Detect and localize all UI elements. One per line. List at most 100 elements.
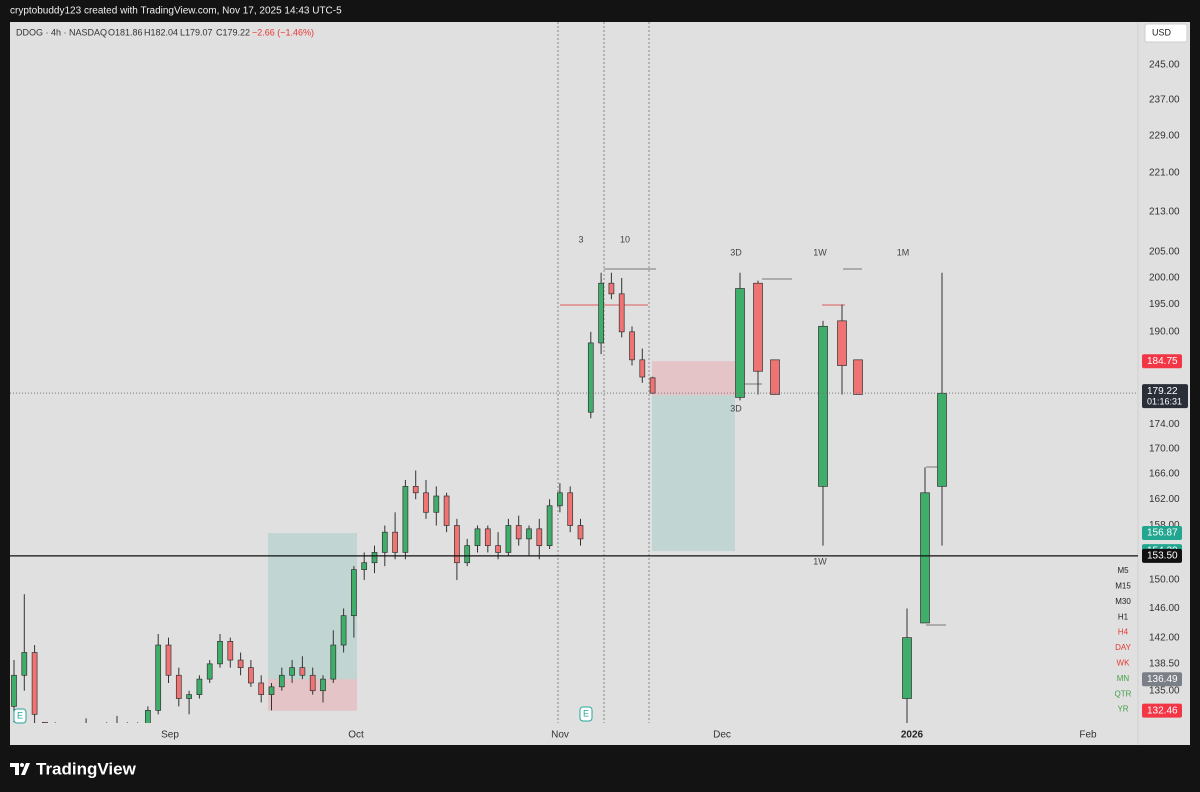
candle-body <box>837 320 847 366</box>
candle-body <box>175 674 182 699</box>
candle-body <box>515 525 522 540</box>
y-tick-label: 138.50 <box>1149 658 1180 669</box>
candle-body <box>577 525 584 540</box>
annotation: E <box>583 708 589 718</box>
candle-body <box>258 682 265 695</box>
candle-body <box>902 637 912 699</box>
candle-body <box>639 359 646 378</box>
y-tick-label: 205.00 <box>1149 247 1180 258</box>
candle-body <box>340 615 347 646</box>
price-tag-label: 136.49 <box>1147 674 1178 685</box>
annotation: 1W <box>813 556 827 566</box>
candle-body <box>145 710 151 723</box>
annotation: 1M <box>897 247 910 257</box>
annotation: 1W <box>813 247 827 257</box>
countdown: 01:16:31 <box>1147 397 1182 407</box>
y-tick-label: 237.00 <box>1149 94 1180 105</box>
candle-body <box>753 282 763 372</box>
candle-body <box>206 663 213 680</box>
candle-body <box>608 282 615 295</box>
candle-body <box>361 562 368 570</box>
candle-body <box>11 674 17 707</box>
x-tick-label: Nov <box>551 730 569 741</box>
candle-body <box>557 492 563 507</box>
candle-body <box>567 492 574 526</box>
position-stop <box>652 361 735 396</box>
ohlc: O181.86 <box>108 27 143 37</box>
candle-body <box>402 486 409 553</box>
timeframe: DAY <box>1115 643 1132 652</box>
y-tick-label: 213.00 <box>1149 206 1180 217</box>
candle-body <box>42 721 48 723</box>
currency-button[interactable] <box>1144 23 1188 43</box>
y-tick-label: 229.00 <box>1149 130 1180 141</box>
x-tick-label: Dec <box>713 730 731 741</box>
candle-body <box>289 667 295 676</box>
position-target <box>268 533 357 680</box>
candle-body <box>598 282 604 344</box>
annotation: 3D <box>730 247 742 257</box>
price-tag <box>1142 548 1182 563</box>
price-tag-label: 132.46 <box>1147 705 1178 716</box>
y-tick-label: 245.00 <box>1149 59 1180 70</box>
annotation: E <box>17 710 23 720</box>
price-tag <box>1142 672 1182 687</box>
candle-body <box>381 531 388 553</box>
timeframe: H4 <box>1118 628 1129 637</box>
last-price-label: 179.22 <box>1147 386 1178 397</box>
candle-body <box>770 359 780 395</box>
x-tick-label: 2026 <box>901 730 924 741</box>
price-tag-label: 184.75 <box>1147 356 1178 367</box>
candle-body <box>309 674 316 692</box>
candle-body <box>186 694 192 699</box>
timeframe: M5 <box>1117 566 1129 575</box>
price-tag <box>1142 526 1182 541</box>
candle-body <box>526 528 532 540</box>
candle-body <box>412 486 419 494</box>
x-tick-label: Feb <box>1079 730 1097 741</box>
y-tick-label: 174.00 <box>1149 419 1180 430</box>
header-title: cryptobuddy123 created with TradingView.… <box>10 6 342 17</box>
last-price-tag <box>1142 384 1188 409</box>
price-tag-label: 156.87 <box>1147 528 1178 539</box>
candle-body <box>735 288 745 398</box>
candle-body <box>248 667 254 684</box>
candle-body <box>371 552 378 564</box>
y-tick-label: 150.00 <box>1149 575 1180 586</box>
candle-body <box>196 678 203 695</box>
y-tick-label: 142.00 <box>1149 632 1180 643</box>
candle-body <box>920 492 930 624</box>
candle-body <box>618 293 625 333</box>
candle-body <box>330 644 337 680</box>
candle-body <box>505 525 512 553</box>
annotation: 10 <box>620 234 630 244</box>
change: −2.66 (−1.46%) <box>252 27 314 37</box>
candle-body <box>423 492 429 513</box>
x-tick-label: Oct <box>348 730 364 741</box>
y-tick-label: 135.00 <box>1149 685 1180 696</box>
candle-body <box>546 505 553 546</box>
candle-body <box>165 644 172 676</box>
candle-body <box>484 528 491 546</box>
event-icon <box>579 706 593 722</box>
candle-body <box>31 652 38 715</box>
position-target <box>652 395 735 552</box>
y-tick-label: 146.00 <box>1149 603 1180 614</box>
symbol: DDOG · 4h · NASDAQ <box>16 27 107 37</box>
annotation: 3D <box>730 403 742 413</box>
candle-body <box>937 392 947 487</box>
timeframe: M30 <box>1115 597 1131 606</box>
candle-body <box>217 640 223 665</box>
y-tick-label: 170.00 <box>1149 443 1180 454</box>
candle-body <box>443 495 450 526</box>
candle-body <box>320 678 326 692</box>
timeframe: QTR <box>1115 689 1132 698</box>
candle-body <box>237 659 244 668</box>
timeframe: H1 <box>1118 612 1129 621</box>
price-tag <box>1142 703 1182 718</box>
y-tick-label: 190.00 <box>1149 326 1180 337</box>
candle-body <box>474 528 481 546</box>
currency[interactable]: USD <box>1152 27 1172 37</box>
chart-panel <box>10 22 1190 745</box>
candle-body <box>351 569 357 617</box>
